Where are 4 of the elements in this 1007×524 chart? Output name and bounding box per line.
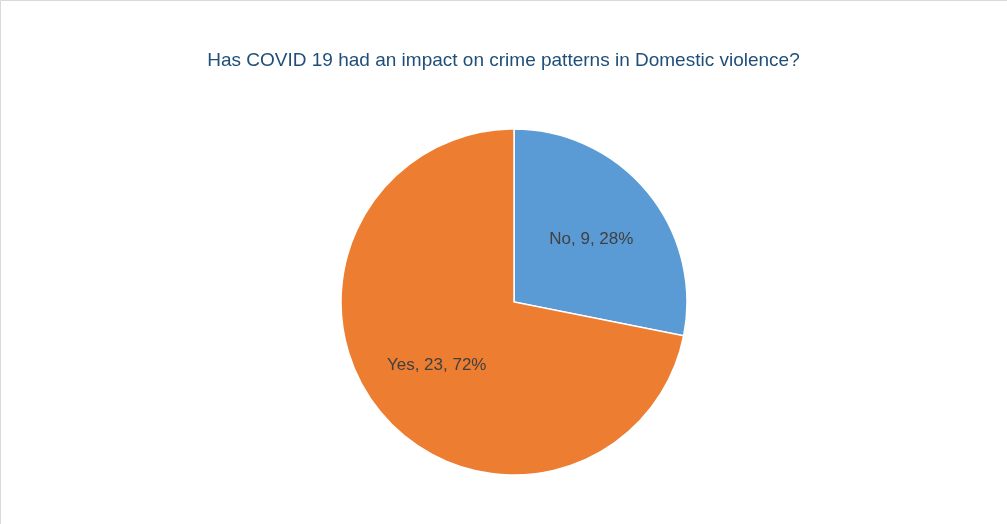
chart-title: Has COVID 19 had an impact on crime patterns in Domestic violence?	[207, 49, 800, 70]
slice-label: Yes, 23, 72%	[386, 355, 487, 375]
pie-slice	[340, 128, 685, 476]
slice-label: No, 9, 28%	[549, 228, 634, 248]
